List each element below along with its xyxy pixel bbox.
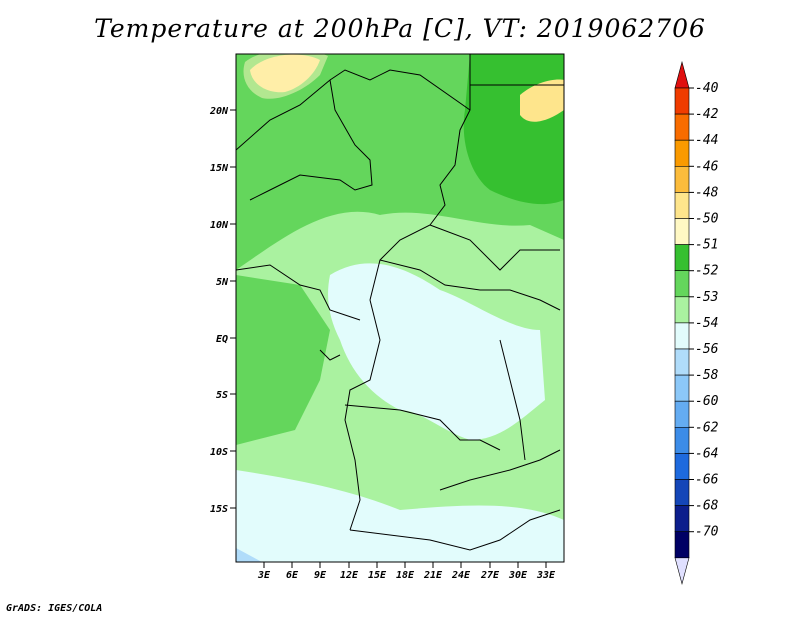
legend-label: -50 xyxy=(695,212,719,227)
temp-band--56 xyxy=(328,263,545,440)
lon-tick-label: 27E xyxy=(480,570,500,581)
footer-credit: GrADS: IGES/COLA xyxy=(6,603,103,614)
legend-swatch xyxy=(674,322,690,350)
legend-label: -48 xyxy=(695,185,719,200)
legend-swatch xyxy=(674,479,690,506)
map-frame xyxy=(235,53,565,563)
temp-band--50-east xyxy=(520,79,564,122)
legend-label: -70 xyxy=(695,525,719,540)
legend-label: -51 xyxy=(695,238,718,253)
lon-tick-label: 30E xyxy=(508,570,528,581)
lat-tick-label: 15N xyxy=(210,163,229,174)
legend-label: -42 xyxy=(695,107,719,122)
lat-tick-label: 5S xyxy=(216,390,228,401)
lon-tick-label: 18E xyxy=(396,570,415,581)
color-legend: -40 -42 -44 -46 -48 -50 -51 -52 -53 -54 -56 -58 -60 -… xyxy=(674,60,719,585)
legend-label: -56 xyxy=(695,342,719,357)
legend-swatch xyxy=(674,244,690,272)
legend-swatch xyxy=(674,296,690,324)
lon-tick-label: 21E xyxy=(423,570,443,581)
legend-label: -54 xyxy=(695,316,718,331)
temp-band--56-south xyxy=(236,470,564,562)
legend-swatch xyxy=(674,453,690,480)
legend-swatch xyxy=(674,505,690,533)
legend-swatch xyxy=(674,400,690,428)
legend-label: -68 xyxy=(695,499,719,514)
lat-axis: 20N 15N 10N 5N EQ 5S 10S 15S xyxy=(209,106,236,515)
legend-label: -66 xyxy=(695,473,719,488)
lat-tick-label: 20N xyxy=(209,106,229,117)
legend-swatch xyxy=(674,426,690,454)
map-title: Temperature at 200hPa [C], VT: 201906270… xyxy=(94,14,706,43)
lat-tick-label: 5N xyxy=(216,277,229,288)
legend-swatch xyxy=(674,374,690,402)
lat-tick-label: 15S xyxy=(210,504,228,515)
country-borders xyxy=(236,54,564,551)
legend-swatch xyxy=(674,139,690,167)
legend-swatch xyxy=(674,87,690,115)
legend-label: -46 xyxy=(695,159,719,174)
legend-label: -58 xyxy=(695,368,719,383)
legend-label: -62 xyxy=(695,420,719,435)
legend-swatch xyxy=(674,531,690,559)
lat-tick-label: 10S xyxy=(210,447,228,458)
legend-swatch xyxy=(674,270,690,298)
lon-tick-label: 6E xyxy=(286,570,299,581)
temp-band--58 xyxy=(236,548,262,562)
lon-tick-label: 9E xyxy=(314,570,327,581)
legend-swatch xyxy=(674,60,690,89)
legend-swatch xyxy=(674,192,690,219)
temp-band--53-west xyxy=(236,275,330,445)
lon-tick-label: 3E xyxy=(257,570,271,581)
lat-tick-label: EQ xyxy=(216,334,228,345)
legend-swatch xyxy=(674,348,690,376)
legend-swatch xyxy=(674,166,690,193)
legend-swatch xyxy=(674,113,690,141)
legend-label: -40 xyxy=(695,81,719,96)
legend-label: -60 xyxy=(695,394,719,409)
legend-label: -64 xyxy=(695,446,718,461)
lon-tick-label: 12E xyxy=(340,570,359,581)
legend-swatch xyxy=(674,218,690,245)
lon-tick-label: 15E xyxy=(368,570,387,581)
lon-tick-label: 33E xyxy=(536,570,556,581)
legend-label: -52 xyxy=(695,264,719,279)
lat-tick-label: 10N xyxy=(210,220,229,231)
legend-label: -53 xyxy=(695,290,718,305)
legend-label: -44 xyxy=(695,133,718,148)
lon-tick-label: 24E xyxy=(451,570,471,581)
lon-axis: 3E 6E 9E 12E 15E 18E 21E 24E 27E 30E 33E xyxy=(257,562,556,581)
temp-band--51 xyxy=(243,54,328,99)
legend-swatch xyxy=(674,557,690,585)
